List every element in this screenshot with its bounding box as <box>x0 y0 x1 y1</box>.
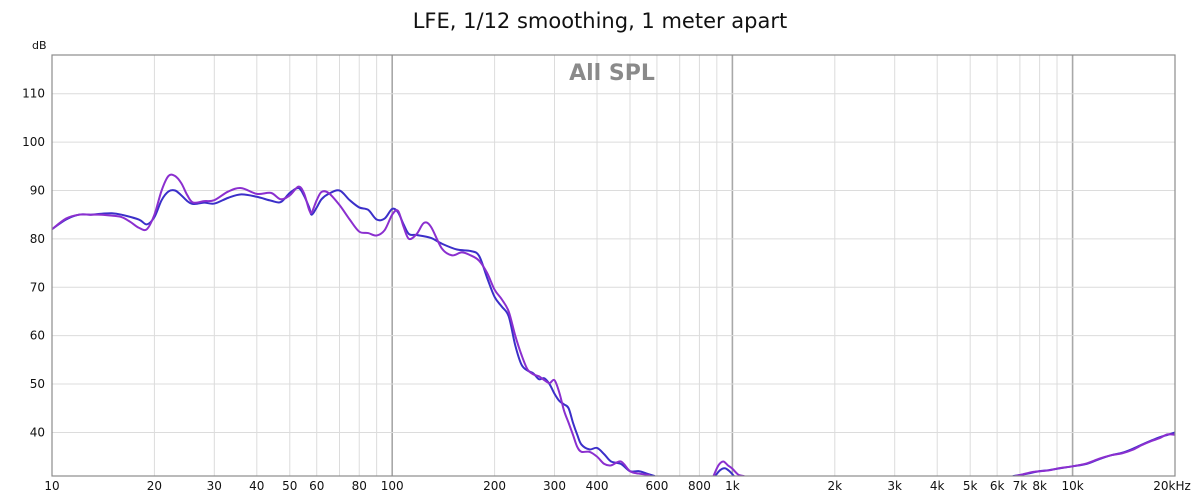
x-tick-label: 10k <box>1061 479 1083 493</box>
series-line <box>52 187 656 476</box>
y-tick-label: 50 <box>30 377 45 391</box>
x-tick-label: 7k <box>1013 479 1028 493</box>
x-unit-label: 20kHz <box>1153 479 1191 493</box>
x-tick-labels: 10 20 30 40 50 60 80 100 200 300 400 600 800 1k 2k 3k 4k… <box>44 479 1083 493</box>
x-tick-label: 8k <box>1032 479 1047 493</box>
x-tick-label: 20 <box>147 479 162 493</box>
chart-title: LFE, 1/12 smoothing, 1 meter apart <box>413 9 788 33</box>
y-tick-label: 80 <box>30 232 45 246</box>
series-line <box>712 460 745 476</box>
x-tick-label: 100 <box>381 479 404 493</box>
y-tick-label: 60 <box>30 329 45 343</box>
grid-lines <box>52 55 1175 476</box>
series-line <box>52 173 651 476</box>
x-tick-label: 80 <box>352 479 367 493</box>
x-tick-label: 50 <box>282 479 297 493</box>
y-tick-label: 100 <box>22 135 45 149</box>
x-tick-label: 4k <box>930 479 945 493</box>
x-tick-label: 600 <box>645 479 668 493</box>
y-tick-label: 110 <box>22 87 45 101</box>
x-tick-label: 40 <box>249 479 264 493</box>
series-line <box>1014 433 1175 476</box>
series-line <box>1012 431 1175 476</box>
series-line <box>714 467 735 476</box>
y-tick-label: 40 <box>30 425 45 439</box>
y-tick-label: 70 <box>30 280 45 294</box>
x-tick-label: 60 <box>309 479 324 493</box>
x-tick-label: 30 <box>207 479 222 493</box>
x-tick-label: 10 <box>44 479 59 493</box>
series-lines <box>52 173 1175 476</box>
x-tick-label: 800 <box>688 479 711 493</box>
x-tick-label: 300 <box>543 479 566 493</box>
x-tick-label: 5k <box>963 479 978 493</box>
chart-watermark: All SPL <box>569 61 655 86</box>
x-tick-label: 2k <box>828 479 843 493</box>
y-unit-label: dB <box>32 39 47 52</box>
x-tick-label: 200 <box>483 479 506 493</box>
y-tick-label: 90 <box>30 183 45 197</box>
x-tick-label: 400 <box>586 479 609 493</box>
plot-frame <box>51 54 1176 477</box>
x-tick-label: 3k <box>887 479 902 493</box>
x-tick-label: 1k <box>725 479 740 493</box>
x-tick-label: 6k <box>990 479 1005 493</box>
y-tick-labels: 40 50 60 70 80 90 100 110 <box>22 87 45 440</box>
